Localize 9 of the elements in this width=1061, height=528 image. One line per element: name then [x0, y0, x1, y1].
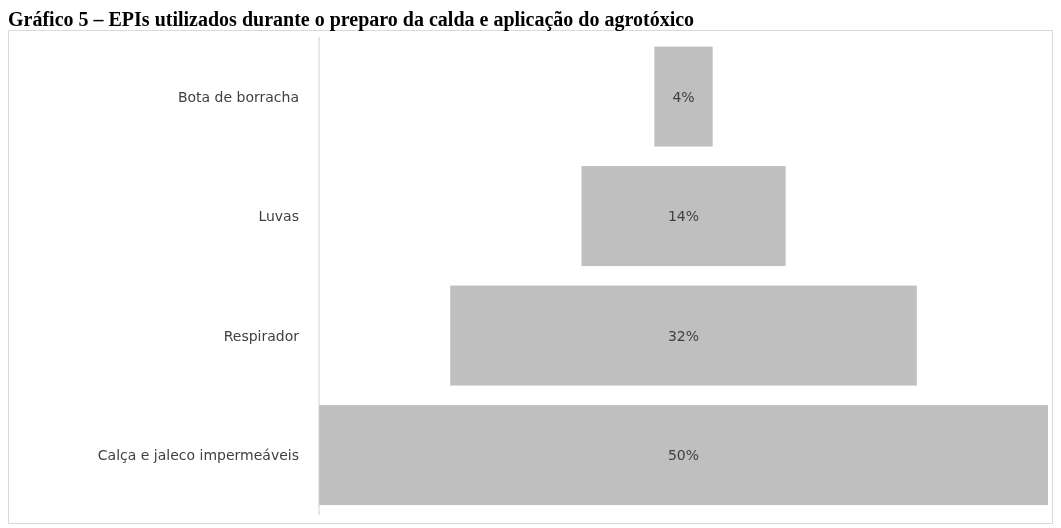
category-label: Respirador — [223, 327, 300, 344]
text: Gráfico 5 – EPIs utilizados durante o preparo da calda e aplicação do agrotóxico — [8, 8, 696, 30]
data-label: 50% — [667, 447, 700, 464]
category-label: Bota de borracha — [177, 88, 299, 105]
data-label: 14% — [667, 208, 700, 225]
data-label: 4% — [672, 88, 695, 105]
category-label: Calça e jaleco impermeáveis — [97, 447, 299, 464]
data-label: 32% — [667, 327, 700, 344]
category-label: Luvas — [258, 208, 299, 225]
